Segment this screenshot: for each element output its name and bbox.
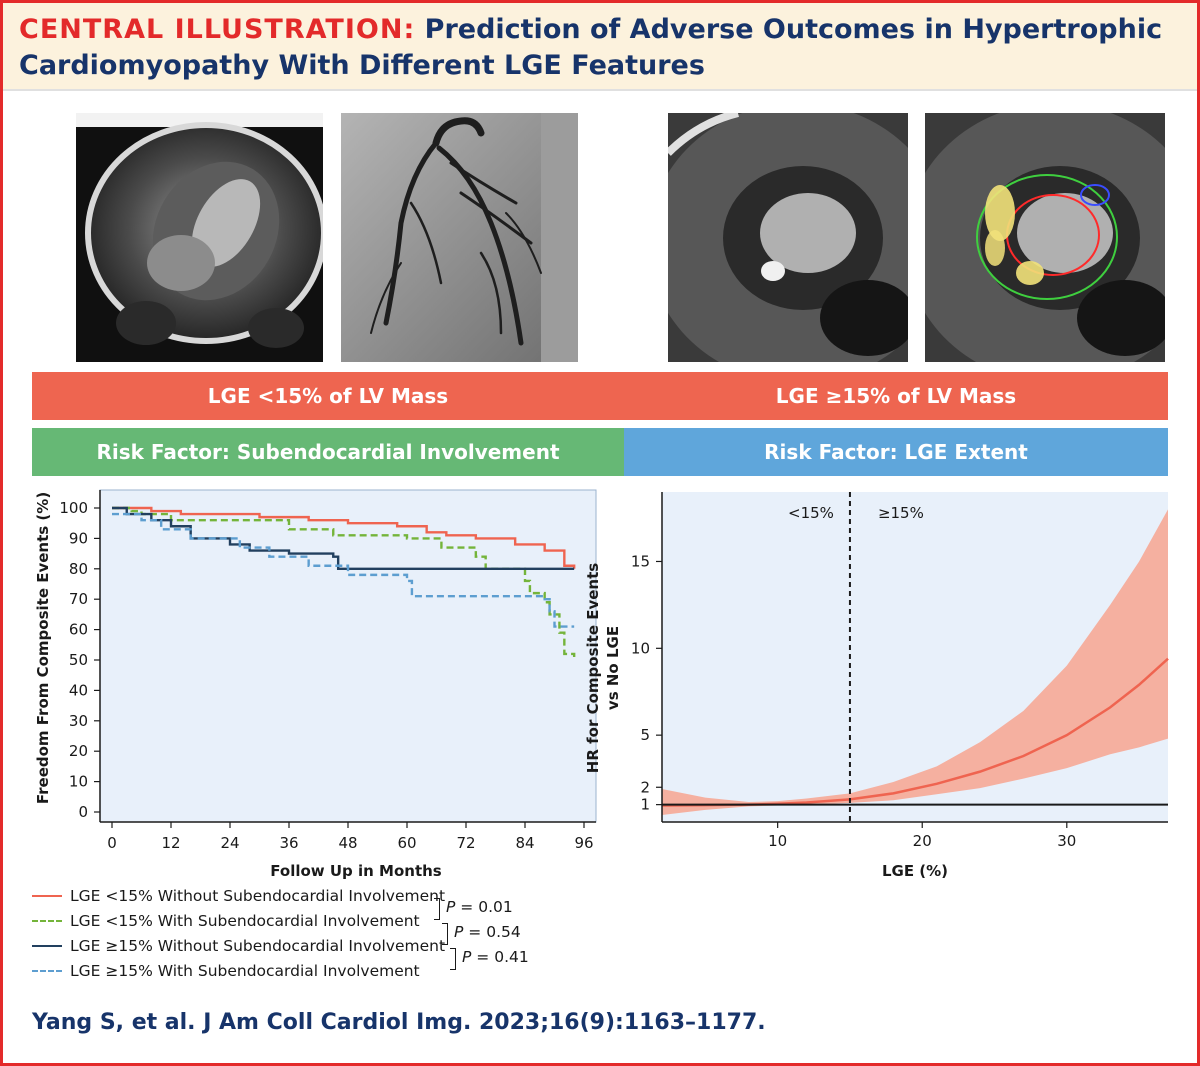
band-lge-under-15: LGE <15% of LV Mass	[32, 372, 624, 420]
hr-region-label-below: <15%	[788, 504, 834, 522]
hazard-ratio-chart: <15% ≥15% 1 2 5 10 15 10 20 30 LGE (%) HR for Com…	[580, 488, 1180, 888]
p-symbol-3: P	[462, 948, 472, 966]
title-text-1: Prediction of Adverse Outcomes in Hypert…	[415, 14, 1163, 45]
hr-y-tick-label: 10	[631, 639, 650, 657]
legend-item-4: LGE ≥15% With Subendocardial Involvement	[32, 960, 420, 982]
km-x-tick-label: 36	[279, 834, 298, 852]
hr-x-tick-label: 10	[768, 832, 787, 850]
legend-label-1: LGE <15% Without Subendocardial Involvem…	[70, 887, 446, 905]
km-x-tick-label: 0	[107, 834, 117, 852]
km-x-tick-label: 84	[515, 834, 534, 852]
km-x-tick-label: 72	[456, 834, 475, 852]
km-y-tick-label: 70	[69, 590, 88, 608]
km-y-tick-label: 0	[78, 803, 88, 821]
hr-y-axis-label-line1: HR for Composite Events	[584, 563, 602, 773]
km-x-tick-label: 12	[161, 834, 180, 852]
band-risk-subendocardial: Risk Factor: Subendocardial Involvement	[32, 428, 624, 476]
hr-x-tick-label: 20	[913, 832, 932, 850]
hr-y-axis-label-line2: vs No LGE	[604, 626, 622, 710]
lge-quantification-image	[925, 113, 1165, 362]
km-y-tick-label: 100	[59, 499, 88, 517]
p-symbol-2: P	[454, 923, 464, 941]
km-x-tick-label: 24	[220, 834, 239, 852]
band-risk-lge-extent: Risk Factor: LGE Extent	[624, 428, 1168, 476]
legend-label-3: LGE ≥15% Without Subendocardial Involvem…	[70, 937, 446, 955]
km-x-tick-label: 60	[397, 834, 416, 852]
legend-item-2: LGE <15% With Subendocardial Involvement	[32, 910, 420, 932]
hr-confidence-band	[662, 509, 1168, 816]
hazard-ratio-svg: <15% ≥15% 12 5 10 15 10 20 30 LGE (%) HR for Com…	[584, 492, 1169, 880]
citation: Yang S, et al. J Am Coll Cardiol Img. 20…	[32, 1010, 766, 1035]
hr-y-tick-label: 15	[631, 552, 650, 570]
p-value-3-text: = 0.41	[476, 948, 529, 966]
legend-label-4: LGE ≥15% With Subendocardial Involvement	[70, 962, 420, 980]
p-value-2: P = 0.54	[454, 923, 521, 941]
hr-y-tick-label: 2	[640, 778, 650, 796]
km-y-axis-label: Freedom From Composite Events (%)	[34, 492, 52, 804]
kaplan-meier-svg: 0 12 24 36 48 60 72 84 960102030405060708090100 …	[34, 489, 597, 880]
km-y-tick-label: 40	[69, 681, 88, 699]
km-y-tick-label: 10	[69, 773, 88, 791]
title-line-1: CENTRAL ILLUSTRATION: Prediction of Adve…	[19, 13, 1162, 47]
legend-swatch-green	[32, 920, 62, 922]
km-y-tick-label: 30	[69, 712, 88, 730]
p-value-3: P = 0.41	[462, 948, 529, 966]
p-value-1-text: = 0.01	[460, 898, 513, 916]
km-x-axis-label: Follow Up in Months	[270, 862, 442, 880]
km-series-line-2	[112, 506, 576, 657]
legend-label-2: LGE <15% With Subendocardial Involvement	[70, 912, 420, 930]
title-line-2: Cardiomyopathy With Different LGE Featur…	[19, 50, 705, 81]
km-series-line-3	[112, 506, 575, 570]
cmr-four-chamber-image	[76, 113, 323, 362]
header: CENTRAL ILLUSTRATION: Prediction of Adve…	[3, 3, 1197, 91]
km-legend: LGE <15% Without Subendocardial Involvem…	[32, 883, 592, 993]
lge-short-axis-image	[668, 113, 908, 362]
km-y-tick-label: 20	[69, 742, 88, 760]
km-x-tick-label: 96	[574, 834, 593, 852]
hr-y-tick-label: 5	[640, 726, 650, 744]
p-value-1: P = 0.01	[446, 898, 513, 916]
km-y-tick-label: 80	[69, 560, 88, 578]
legend-swatch-blue	[32, 970, 62, 972]
km-y-tick-label: 50	[69, 651, 88, 669]
km-series-line-4	[112, 512, 575, 628]
km-y-tick-label: 90	[69, 529, 88, 547]
p-bracket-3	[450, 948, 456, 970]
title-prefix: CENTRAL ILLUSTRATION:	[19, 14, 416, 45]
coronary-angiography-image	[341, 113, 578, 362]
km-series-line-1	[112, 506, 576, 569]
legend-swatch-navy	[32, 945, 62, 947]
band-lge-over-15: LGE ≥15% of LV Mass	[624, 372, 1168, 420]
legend-swatch-red	[32, 895, 62, 897]
hr-region-label-above: ≥15%	[878, 504, 924, 522]
kaplan-meier-chart: 0 12 24 36 48 60 72 84 96 0 10 20 30 40 50 60 70 80 90 100 …	[28, 488, 598, 880]
legend-item-1: LGE <15% Without Subendocardial Involvem…	[32, 885, 445, 907]
hr-y-tick-label: 1	[640, 796, 650, 814]
hr-x-axis-label: LGE (%)	[882, 862, 948, 880]
km-y-tick-label: 60	[69, 621, 88, 639]
hr-x-tick-label: 30	[1057, 832, 1076, 850]
p-bracket-1	[434, 898, 440, 920]
km-plot-area	[99, 489, 597, 823]
p-symbol-1: P	[446, 898, 456, 916]
legend-item-3: LGE ≥15% Without Subendocardial Involvem…	[32, 935, 445, 957]
p-bracket-2	[442, 923, 448, 945]
km-x-tick-label: 48	[338, 834, 357, 852]
p-value-2-text: = 0.54	[468, 923, 521, 941]
